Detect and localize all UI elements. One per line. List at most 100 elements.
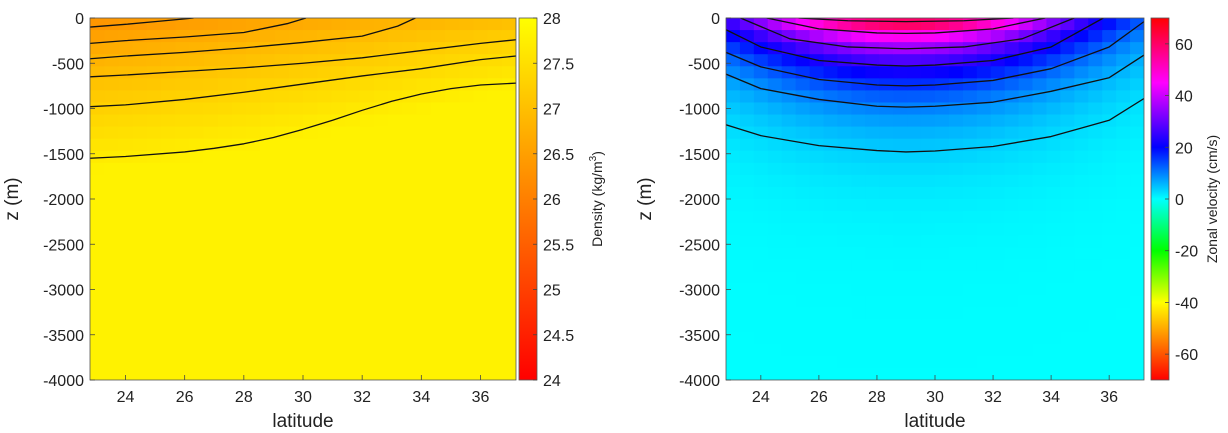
- field-cell: [851, 283, 866, 297]
- field-cell: [501, 319, 516, 333]
- field-cell: [459, 18, 474, 31]
- field-cell: [501, 66, 516, 79]
- field-cell: [260, 235, 276, 248]
- field-cell: [232, 211, 247, 224]
- field-cell: [1088, 307, 1103, 321]
- field-cell: [962, 150, 978, 164]
- field-cell: [374, 295, 389, 309]
- field-cell: [879, 162, 894, 176]
- field-cell: [331, 295, 347, 309]
- field-cell: [430, 355, 446, 369]
- field-cell: [962, 307, 978, 321]
- field-cell: [1102, 150, 1117, 164]
- field-cell: [823, 102, 839, 116]
- field-cell: [203, 114, 219, 128]
- field-cell: [388, 271, 403, 285]
- field-cell: [331, 150, 347, 164]
- field-cell: [445, 283, 460, 297]
- field-cell: [388, 211, 403, 224]
- field-cell: [232, 114, 247, 128]
- field-cell: [104, 42, 119, 55]
- field-cell: [331, 66, 347, 79]
- field-cell: [1130, 150, 1144, 164]
- y-tick-label: -4000: [43, 373, 84, 390]
- field-cell: [809, 235, 825, 248]
- field-cell: [1018, 283, 1034, 297]
- field-cell: [274, 271, 290, 285]
- field-cell: [1046, 259, 1061, 272]
- field-cell: [161, 78, 176, 91]
- field-cell: [232, 295, 247, 309]
- field-cell: [739, 259, 755, 272]
- x-tick-label: 28: [868, 389, 886, 406]
- field-cell: [416, 30, 432, 43]
- field-cell: [893, 283, 908, 297]
- field-cell: [1102, 186, 1117, 200]
- field-cell: [1130, 247, 1144, 260]
- field-cell: [753, 319, 769, 333]
- field-cell: [1116, 18, 1131, 31]
- field-cell: [246, 78, 261, 91]
- y-tick-label: -3500: [679, 328, 720, 345]
- field-cell: [990, 247, 1006, 260]
- field-cell: [935, 319, 950, 333]
- field-cell: [487, 343, 503, 357]
- field-cell: [837, 271, 852, 285]
- field-cell: [990, 235, 1006, 248]
- field-cell: [879, 331, 894, 345]
- field-cell: [487, 235, 503, 248]
- field-cell: [260, 367, 276, 380]
- field-cell: [726, 150, 741, 164]
- field-cell: [1060, 174, 1075, 188]
- field-cell: [948, 319, 964, 333]
- field-cell: [948, 235, 964, 248]
- field-cell: [1088, 343, 1103, 357]
- field-cell: [1074, 30, 1089, 43]
- field-cell: [1088, 174, 1103, 188]
- contour-line: [726, 21, 1144, 87]
- field-cell: [1032, 138, 1048, 152]
- field-cell: [217, 235, 233, 248]
- field-cell: [487, 367, 503, 380]
- field-cell: [487, 271, 503, 285]
- field-cell: [118, 235, 134, 248]
- field-cell: [935, 18, 950, 31]
- contour-line: [726, 97, 1144, 153]
- field-cell: [317, 42, 332, 55]
- field-cell: [473, 331, 489, 345]
- field-cell: [161, 283, 176, 297]
- field-cell: [430, 150, 446, 164]
- field-cell: [1130, 90, 1144, 104]
- field-cell: [1060, 66, 1075, 79]
- field-cell: [1032, 319, 1048, 333]
- field-cell: [402, 199, 418, 212]
- field-cell: [893, 211, 908, 224]
- field-cell: [1032, 199, 1048, 212]
- field-cell: [1046, 367, 1061, 380]
- field-cell: [445, 271, 460, 285]
- field-cell: [303, 235, 318, 248]
- colorbar-tick-label: 27.5: [543, 56, 574, 73]
- field-cell: [274, 343, 290, 357]
- field-cell: [1004, 114, 1020, 128]
- field-cell: [175, 319, 190, 333]
- field-cell: [189, 199, 205, 212]
- field-cell: [345, 186, 361, 200]
- field-cell: [962, 102, 978, 116]
- field-cell: [104, 186, 119, 200]
- field-cell: [132, 211, 148, 224]
- velocity-panel: 24 26 28 30 32 34 36 0-500-1000-1500-2000-2500…: [635, 11, 1220, 432]
- field-cell: [331, 174, 347, 188]
- field-cell: [921, 235, 936, 248]
- field-cell: [1130, 331, 1144, 345]
- field-cell: [132, 223, 148, 236]
- field-cell: [921, 319, 936, 333]
- field-cell: [445, 18, 460, 31]
- field-cell: [1018, 66, 1034, 79]
- field-cell: [1102, 283, 1117, 297]
- field-cell: [331, 307, 347, 321]
- field-cell: [837, 126, 852, 140]
- field-cell: [935, 259, 950, 272]
- field-cell: [921, 295, 936, 309]
- field-cell: [274, 331, 290, 345]
